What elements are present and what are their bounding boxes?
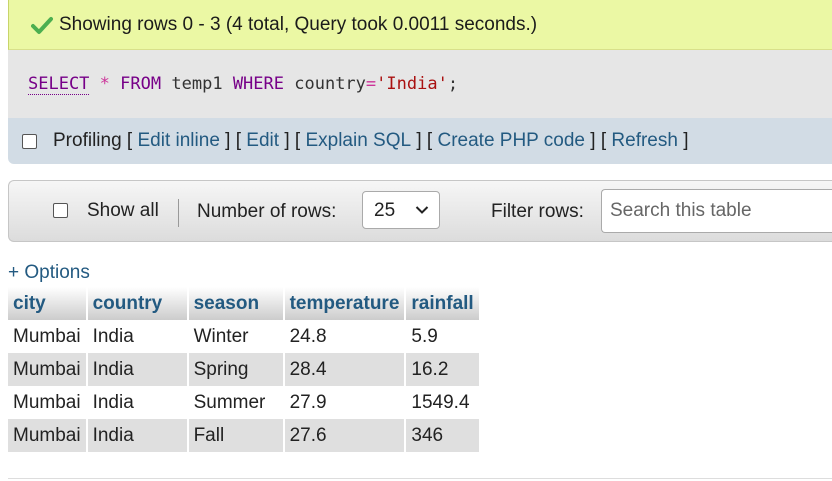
explain-sql-link[interactable]: Explain SQL: [305, 130, 412, 151]
cell-season: Summer: [188, 386, 283, 419]
divider: [178, 199, 179, 227]
cell-rainfall: 5.9: [406, 320, 479, 353]
show-all-checkbox[interactable]: [53, 203, 68, 218]
cell-city: Mumbai: [8, 386, 86, 419]
column-header-temperature[interactable]: temperature: [284, 287, 405, 320]
column-header-country[interactable]: country: [87, 287, 187, 320]
profiling-checkbox[interactable]: [22, 133, 37, 149]
success-message: Showing rows 0 - 3 (4 total, Query took …: [59, 13, 538, 35]
sql-keyword-select[interactable]: SELECT: [28, 74, 90, 95]
cell-country: India: [87, 320, 187, 353]
sql-query: SELECT * FROM temp1 WHERE country='India…: [28, 74, 459, 95]
cell-city: Mumbai: [8, 320, 86, 353]
table-row[interactable]: Mumbai India Fall 27.6 346: [8, 419, 479, 452]
table-navigation-bar: Show all Number of rows: 25 Filter rows:: [8, 180, 832, 242]
cell-season: Winter: [188, 320, 283, 353]
success-message-bar: Showing rows 0 - 3 (4 total, Query took …: [8, 0, 832, 50]
edit-inline-link[interactable]: Edit inline: [137, 130, 220, 151]
cell-season: Fall: [188, 419, 283, 452]
search-table-input[interactable]: [601, 189, 832, 233]
sql-query-box: SELECT * FROM temp1 WHERE country='India…: [8, 50, 832, 118]
number-of-rows-value: 25: [374, 200, 396, 221]
results-table: city country season temperature rainfall…: [6, 287, 481, 452]
sql-table-name: temp1: [171, 74, 223, 94]
cell-rainfall: 16.2: [406, 353, 479, 386]
check-icon: [31, 16, 53, 34]
sql-keyword-where: WHERE: [232, 74, 284, 94]
profiling-bar: Profiling [ Edit inline ] [ Edit ] [ Exp…: [8, 118, 832, 164]
table-header-row: city country season temperature rainfall: [8, 287, 479, 320]
table-row[interactable]: Mumbai India Winter 24.8 5.9: [8, 320, 479, 353]
cell-country: India: [87, 419, 187, 452]
sql-column: country: [294, 74, 366, 94]
table-row[interactable]: Mumbai India Summer 27.9 1549.4: [8, 386, 479, 419]
number-of-rows-select[interactable]: 25: [362, 191, 440, 229]
cell-temperature: 27.6: [284, 419, 405, 452]
sql-equals: =: [365, 74, 377, 94]
cell-country: India: [87, 386, 187, 419]
cell-temperature: 27.9: [284, 386, 405, 419]
sql-string-value: 'India': [376, 74, 448, 94]
create-php-code-link[interactable]: Create PHP code: [437, 130, 585, 151]
cell-season: Spring: [188, 353, 283, 386]
divider: [8, 478, 832, 479]
table-row[interactable]: Mumbai India Spring 28.4 16.2: [8, 353, 479, 386]
column-header-city[interactable]: city: [8, 287, 86, 320]
cell-temperature: 28.4: [284, 353, 405, 386]
cell-city: Mumbai: [8, 419, 86, 452]
cell-rainfall: 1549.4: [406, 386, 479, 419]
cell-city: Mumbai: [8, 353, 86, 386]
column-header-rainfall[interactable]: rainfall: [406, 287, 479, 320]
cell-rainfall: 346: [406, 419, 479, 452]
cell-country: India: [87, 353, 187, 386]
column-header-season[interactable]: season: [188, 287, 283, 320]
profiling-label: Profiling: [53, 130, 122, 151]
cell-temperature: 24.8: [284, 320, 405, 353]
edit-link[interactable]: Edit: [246, 130, 280, 151]
number-of-rows-label: Number of rows:: [197, 201, 337, 222]
sql-keyword-from: FROM: [120, 74, 162, 94]
chevron-down-icon: [415, 206, 429, 214]
refresh-link[interactable]: Refresh: [611, 130, 678, 151]
options-link[interactable]: + Options: [8, 262, 90, 283]
show-all-label[interactable]: Show all: [87, 200, 159, 221]
sql-semicolon: ;: [447, 74, 459, 94]
filter-rows-label: Filter rows:: [491, 201, 584, 222]
sql-star: *: [99, 74, 110, 94]
